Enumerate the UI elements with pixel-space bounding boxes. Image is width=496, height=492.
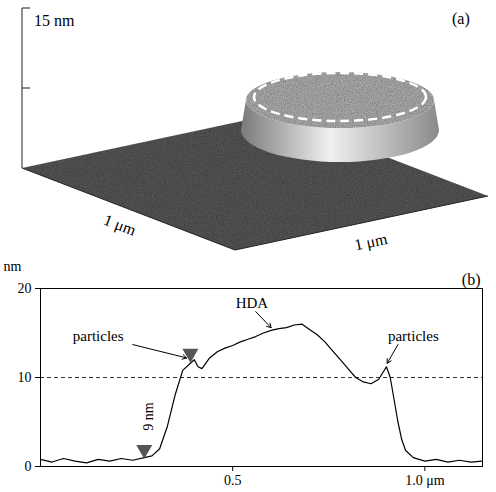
svg-text:20: 20 xyxy=(18,281,32,296)
svg-text:particles: particles xyxy=(388,328,439,344)
svg-text:15 nm: 15 nm xyxy=(34,12,75,29)
svg-text:0: 0 xyxy=(25,459,32,474)
svg-text:(a): (a) xyxy=(452,10,470,28)
svg-text:1.0 μm: 1.0 μm xyxy=(405,473,445,488)
svg-text:10: 10 xyxy=(18,370,32,385)
svg-text:particles: particles xyxy=(73,328,124,344)
svg-text:(b): (b) xyxy=(462,271,481,289)
svg-text:9 nm: 9 nm xyxy=(141,402,156,431)
svg-text:nm: nm xyxy=(4,259,22,274)
svg-text:HDA: HDA xyxy=(236,295,269,311)
svg-text:1 μm: 1 μm xyxy=(353,230,390,255)
svg-text:1 μm: 1 μm xyxy=(101,211,139,240)
svg-text:0.5: 0.5 xyxy=(224,473,242,488)
